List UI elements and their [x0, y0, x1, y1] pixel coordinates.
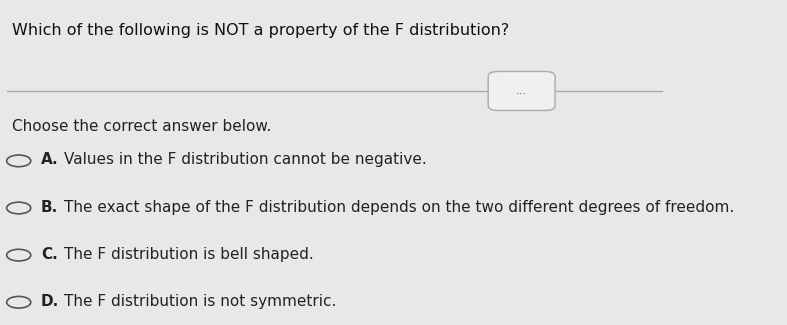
Text: ...: ... [516, 86, 527, 96]
Text: Values in the F distribution cannot be negative.: Values in the F distribution cannot be n… [64, 152, 427, 167]
Text: A.: A. [41, 152, 58, 167]
Text: Choose the correct answer below.: Choose the correct answer below. [12, 119, 272, 134]
Text: C.: C. [41, 247, 57, 262]
Text: The exact shape of the F distribution depends on the two different degrees of fr: The exact shape of the F distribution de… [64, 200, 733, 214]
FancyBboxPatch shape [488, 72, 555, 110]
Text: D.: D. [41, 294, 59, 309]
Text: B.: B. [41, 200, 58, 214]
Text: The F distribution is not symmetric.: The F distribution is not symmetric. [64, 294, 336, 309]
Text: Which of the following is NOT a property of the F distribution?: Which of the following is NOT a property… [12, 23, 509, 38]
Text: The F distribution is bell shaped.: The F distribution is bell shaped. [64, 247, 313, 262]
